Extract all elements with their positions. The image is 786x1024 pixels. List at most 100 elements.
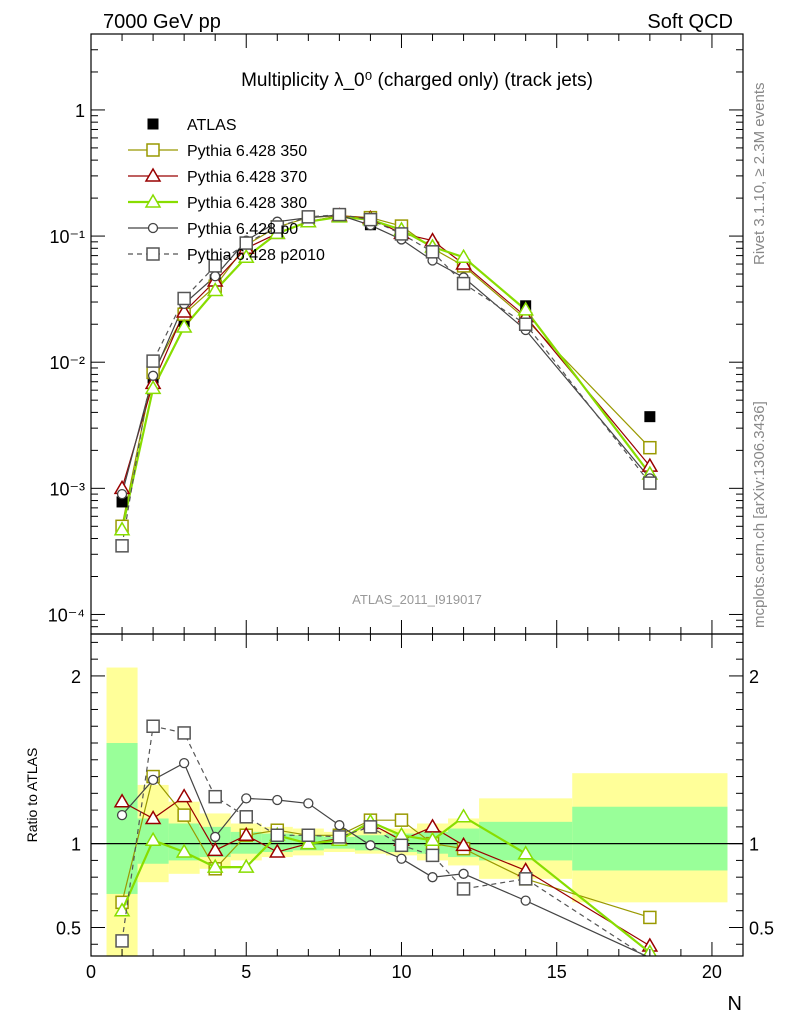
ratio-lines: [113, 719, 659, 956]
y-tick-label: 10⁻³: [49, 479, 85, 499]
data-point: [455, 255, 472, 270]
ratio-point: [239, 810, 253, 824]
legend-entry: ATLAS: [147, 117, 237, 134]
ratio-axes: 0.5 0.51 12 20 5 10 15 20: [56, 633, 774, 982]
legend-label: Pythia 6.428 p0: [187, 221, 298, 238]
x-tick-label: 10: [391, 962, 411, 982]
category-label: Soft QCD: [647, 11, 733, 33]
y-tick-label: 10⁻²: [49, 353, 85, 373]
data-point: [116, 488, 128, 500]
legend-entry: Pythia 6.428 380: [128, 193, 307, 212]
legend-label: Pythia 6.428 350: [187, 143, 307, 160]
ratio-point: [144, 809, 162, 825]
data-point: [113, 521, 131, 536]
ratio-ylabel: Ratio to ATLAS: [24, 748, 40, 843]
ratio-point: [643, 910, 657, 925]
ratio-point: [518, 872, 533, 886]
ratio-panel: 0.5 0.51 12 20 5 10 15 20 Ratio to ATLAS N: [24, 633, 774, 1015]
data-point: [394, 227, 409, 241]
ratio-point: [175, 843, 193, 858]
ratio-point: [520, 895, 531, 906]
data-point: [146, 354, 160, 368]
legend-entry: Pythia 6.428 p2010: [128, 247, 325, 264]
ratio-point: [300, 835, 317, 850]
data-point: [208, 259, 222, 273]
x-tick-label: 5: [241, 962, 251, 982]
ratio-point: [394, 838, 409, 853]
ratio-point: [116, 809, 128, 821]
legend-label: Pythia 6.428 370: [187, 169, 307, 186]
data-point: [206, 282, 224, 297]
ratio-point: [456, 882, 471, 896]
ratio-point: [175, 788, 193, 803]
legend: ATLAS Pythia 6.428 350 Pythia 6.428 370 Pyt…: [128, 117, 325, 264]
data-point: [147, 370, 159, 381]
data-point: [237, 248, 255, 263]
ratio-point: [396, 853, 407, 864]
ratio-point: [177, 808, 191, 822]
data-point: [301, 210, 316, 224]
ratio-point: [301, 828, 316, 842]
data-point: [177, 291, 191, 306]
ratio-point: [268, 843, 286, 858]
ratio-point: [206, 841, 224, 857]
x-tick-label: 20: [702, 962, 722, 982]
y-tick-label: 10⁻¹: [49, 227, 85, 247]
ratio-point: [425, 848, 440, 863]
main-panel: 10⁻⁴ 10⁻³ 10⁻² 10⁻¹ 1 Multiplicity λ_0⁰ (cha…: [48, 33, 744, 635]
data-point: [144, 379, 162, 395]
x-tick-label: 15: [547, 962, 567, 982]
legend-marker: [144, 167, 162, 182]
mcplots-label: mcplots.cern.ch [arXiv:1306.3436]: [751, 401, 768, 628]
ratio-point: [237, 858, 255, 873]
ratio-y-tick-label: 1: [71, 835, 81, 855]
ratio-y-tick-label: 1: [749, 835, 759, 855]
ratio-y-tick-label: 0.5: [749, 918, 774, 938]
legend-label: Pythia 6.428 380: [187, 195, 307, 212]
ratio-point: [334, 820, 345, 831]
ratio-point: [303, 798, 314, 809]
ratio-point: [178, 757, 190, 769]
ratio-point: [427, 872, 438, 883]
data-point: [517, 301, 534, 316]
legend-marker: [146, 247, 160, 261]
ratio-frame: [90, 633, 744, 957]
ratio-point: [270, 828, 285, 842]
ratio-point: [424, 831, 441, 847]
ratio-point: [517, 845, 534, 860]
data-point: [425, 245, 440, 259]
ratio-band: [91, 667, 743, 956]
ratio-point: [147, 774, 159, 786]
data-point: [643, 476, 657, 490]
ratio-point: [115, 934, 129, 948]
data-point: [175, 318, 193, 333]
uncertainty-band-inner: [230, 831, 262, 854]
ratio-point: [144, 831, 162, 847]
rivet-label: Rivet 3.1.10, ≥ 2.3M events: [751, 83, 768, 266]
ratio-point: [365, 840, 376, 851]
data-point: [455, 248, 472, 263]
ratio-point: [237, 826, 255, 841]
ratio-point: [206, 858, 224, 873]
energy-label: 7000 GeV pp: [103, 11, 221, 33]
data-point: [270, 220, 285, 234]
x-tick-label: 0: [86, 962, 96, 982]
data-point: [643, 440, 657, 455]
main-points: [113, 207, 659, 553]
main-axes: 10⁻⁴ 10⁻³ 10⁻² 10⁻¹ 1: [48, 33, 744, 635]
ratio-line-3: [121, 762, 648, 956]
ratio-y-tick-label: 0.5: [56, 918, 81, 938]
y-tick-label: 10⁻⁴: [48, 605, 85, 625]
ratio-point: [455, 836, 472, 852]
legend-marker: [147, 118, 159, 130]
legend-entry: Pythia 6.428 350: [128, 143, 307, 160]
legend-entry: Pythia 6.428 p0: [128, 221, 298, 238]
ratio-point: [177, 726, 191, 740]
legend-entry: Pythia 6.428 370: [128, 167, 307, 186]
data-point: [363, 212, 378, 227]
data-point: [210, 271, 221, 282]
legend-label: Pythia 6.428 p2010: [187, 247, 325, 264]
ratio-point: [363, 820, 378, 834]
ratio-point: [272, 794, 283, 806]
